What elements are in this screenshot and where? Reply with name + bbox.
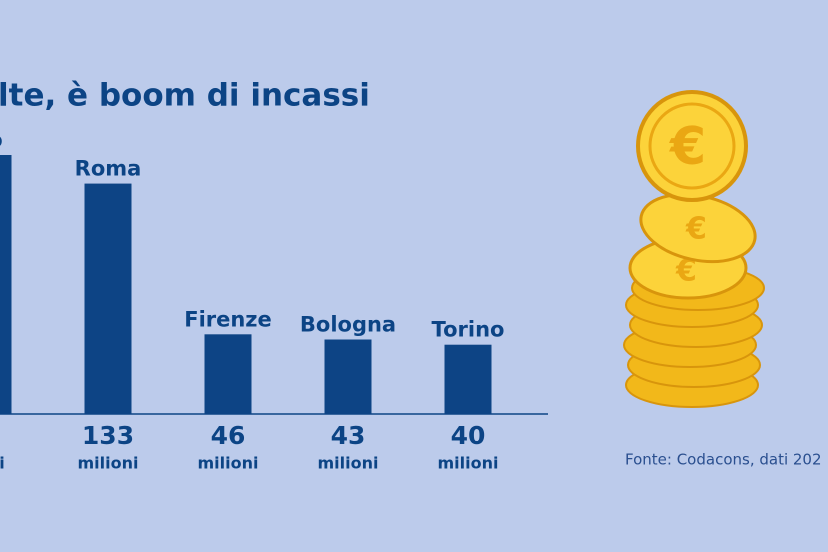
coins-illustration: € € € xyxy=(623,90,765,408)
unit-label: milioni xyxy=(438,454,499,473)
unit-label: milioni xyxy=(318,454,379,473)
category-label: Torino xyxy=(432,318,505,342)
bar xyxy=(84,183,132,414)
category-label: Bologna xyxy=(300,313,396,337)
value-label: 46 xyxy=(211,421,246,450)
unit-label: ioni xyxy=(0,454,5,473)
coin-symbol: € xyxy=(685,212,707,247)
value-label: 40 xyxy=(451,421,486,450)
unit-label: milioni xyxy=(78,454,139,473)
category-label: no xyxy=(0,128,3,152)
bar xyxy=(444,344,492,414)
bar xyxy=(324,339,372,414)
bar xyxy=(204,334,252,414)
source: Fonte: Codacons, dati 202 xyxy=(625,451,822,469)
unit-label: milioni xyxy=(198,454,259,473)
category-label: Firenze xyxy=(184,307,272,331)
bar xyxy=(0,155,12,414)
chart-title: lte, è boom di incassi xyxy=(0,78,370,114)
coin-symbol: € xyxy=(669,117,706,177)
value-label: 43 xyxy=(331,421,366,450)
coin-symbol: € xyxy=(675,254,697,289)
value-label: ,5 xyxy=(0,421,1,450)
category-label: Roma xyxy=(75,157,142,181)
value-label: 133 xyxy=(82,421,134,450)
